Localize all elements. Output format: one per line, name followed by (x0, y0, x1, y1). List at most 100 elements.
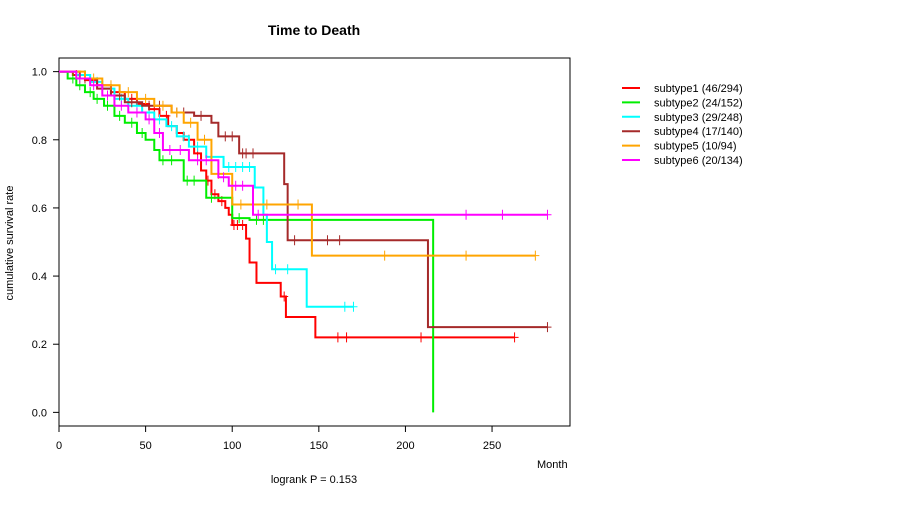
censor-mark (124, 87, 133, 98)
censor-mark (93, 93, 102, 104)
legend-item: subtype6 (20/134) (622, 155, 743, 167)
y-axis-label: cumulative survival rate (4, 186, 16, 301)
censor-mark (165, 145, 174, 155)
censor-mark (221, 131, 230, 142)
censor-mark (254, 209, 263, 220)
censor-mark (231, 162, 240, 173)
censor-mark (138, 127, 147, 138)
legend-item: subtype3 (29/248) (622, 112, 743, 124)
censor-mark (236, 199, 245, 210)
censor-mark (193, 155, 202, 166)
censor-mark (103, 90, 112, 101)
censor-mark (462, 250, 471, 261)
censor-mark (158, 155, 167, 166)
censor-mark (249, 148, 258, 159)
legend-label: subtype6 (20/134) (654, 155, 743, 167)
x-tick-label: 50 (139, 440, 151, 452)
y-tick-label: 0.8 (32, 135, 47, 147)
legend-label: subtype2 (24/152) (654, 97, 743, 109)
legend-item: subtype5 (10/94) (622, 141, 737, 153)
censor-mark (183, 175, 192, 186)
censor-mark (75, 73, 84, 84)
censor-mark (158, 100, 167, 111)
y-tick-label: 0.6 (32, 203, 47, 215)
censor-mark (106, 80, 115, 91)
logrank-annotation: logrank P = 0.153 (271, 474, 357, 486)
x-tick-label: 0 (56, 440, 62, 452)
censor-mark (176, 145, 185, 155)
censor-mark (193, 141, 202, 152)
censor-mark (202, 155, 211, 166)
censor-mark (498, 209, 507, 220)
legend-label: subtype5 (10/94) (654, 141, 737, 153)
legend-item: subtype2 (24/152) (622, 97, 743, 109)
series-2 (59, 70, 435, 413)
censor-mark (238, 219, 247, 230)
censor-mark (141, 93, 150, 104)
legend-label: subtype4 (17/140) (654, 126, 743, 138)
censor-mark (115, 110, 124, 121)
censor-mark (224, 162, 233, 173)
censor-mark (245, 162, 254, 173)
y-tick-label: 0.4 (32, 271, 47, 283)
censor-mark (510, 332, 519, 343)
censor-mark (543, 209, 552, 220)
series-4 (59, 70, 552, 333)
censor-mark (231, 180, 240, 191)
censor-mark (271, 264, 280, 275)
censor-mark (219, 172, 228, 183)
censor-mark (323, 235, 332, 246)
censor-mark (197, 110, 206, 121)
censor-mark (207, 192, 216, 203)
censor-mark (462, 209, 471, 220)
censor-mark (242, 148, 251, 159)
censor-mark (290, 235, 299, 246)
censor-mark (280, 291, 289, 302)
censor-mark (167, 155, 176, 166)
censor-mark (335, 235, 344, 246)
y-tick-label: 0.0 (32, 407, 47, 419)
legend: subtype1 (46/294) subtype2 (24/152) subtyp… (622, 83, 743, 167)
censor-mark (238, 180, 247, 191)
censor-mark (127, 117, 136, 128)
censor-mark (252, 214, 261, 225)
y-axis: 0.0 0.2 0.4 0.6 0.8 1.0 (32, 67, 59, 419)
y-tick-label: 0.2 (32, 339, 47, 351)
chart-title: Time to Death (268, 22, 360, 38)
censor-mark (380, 250, 389, 261)
plot-frame (58, 57, 571, 427)
censor-mark (179, 131, 188, 142)
legend-item: subtype1 (46/294) (622, 83, 743, 95)
series-6 (59, 70, 552, 220)
censor-mark (340, 301, 349, 312)
censor-mark (228, 131, 237, 142)
legend-label: subtype1 (46/294) (654, 83, 743, 95)
censor-mark (283, 264, 292, 275)
x-tick-label: 250 (483, 440, 501, 452)
x-axis: 0 50 100 150 200 250 (56, 426, 501, 452)
censor-mark (531, 250, 540, 261)
censor-mark (145, 100, 154, 111)
censor-mark (132, 107, 141, 118)
censor-mark (238, 162, 247, 173)
series-5 (59, 70, 540, 261)
x-tick-label: 100 (223, 440, 241, 452)
series-layer (59, 70, 552, 413)
legend-label: subtype3 (29/248) (654, 112, 743, 124)
censor-mark (349, 301, 358, 312)
censor-mark (155, 114, 164, 125)
survival-curve (59, 70, 548, 329)
censor-mark (127, 97, 136, 108)
censor-mark (86, 87, 95, 98)
y-tick-label: 1.0 (32, 67, 47, 79)
x-tick-label: 200 (396, 440, 414, 452)
censor-mark (417, 332, 426, 343)
censor-mark (294, 199, 303, 210)
censor-mark (200, 134, 209, 145)
censor-mark (186, 117, 195, 128)
legend-item: subtype4 (17/140) (622, 126, 743, 138)
censor-mark (155, 127, 164, 138)
censor-mark (262, 199, 271, 210)
